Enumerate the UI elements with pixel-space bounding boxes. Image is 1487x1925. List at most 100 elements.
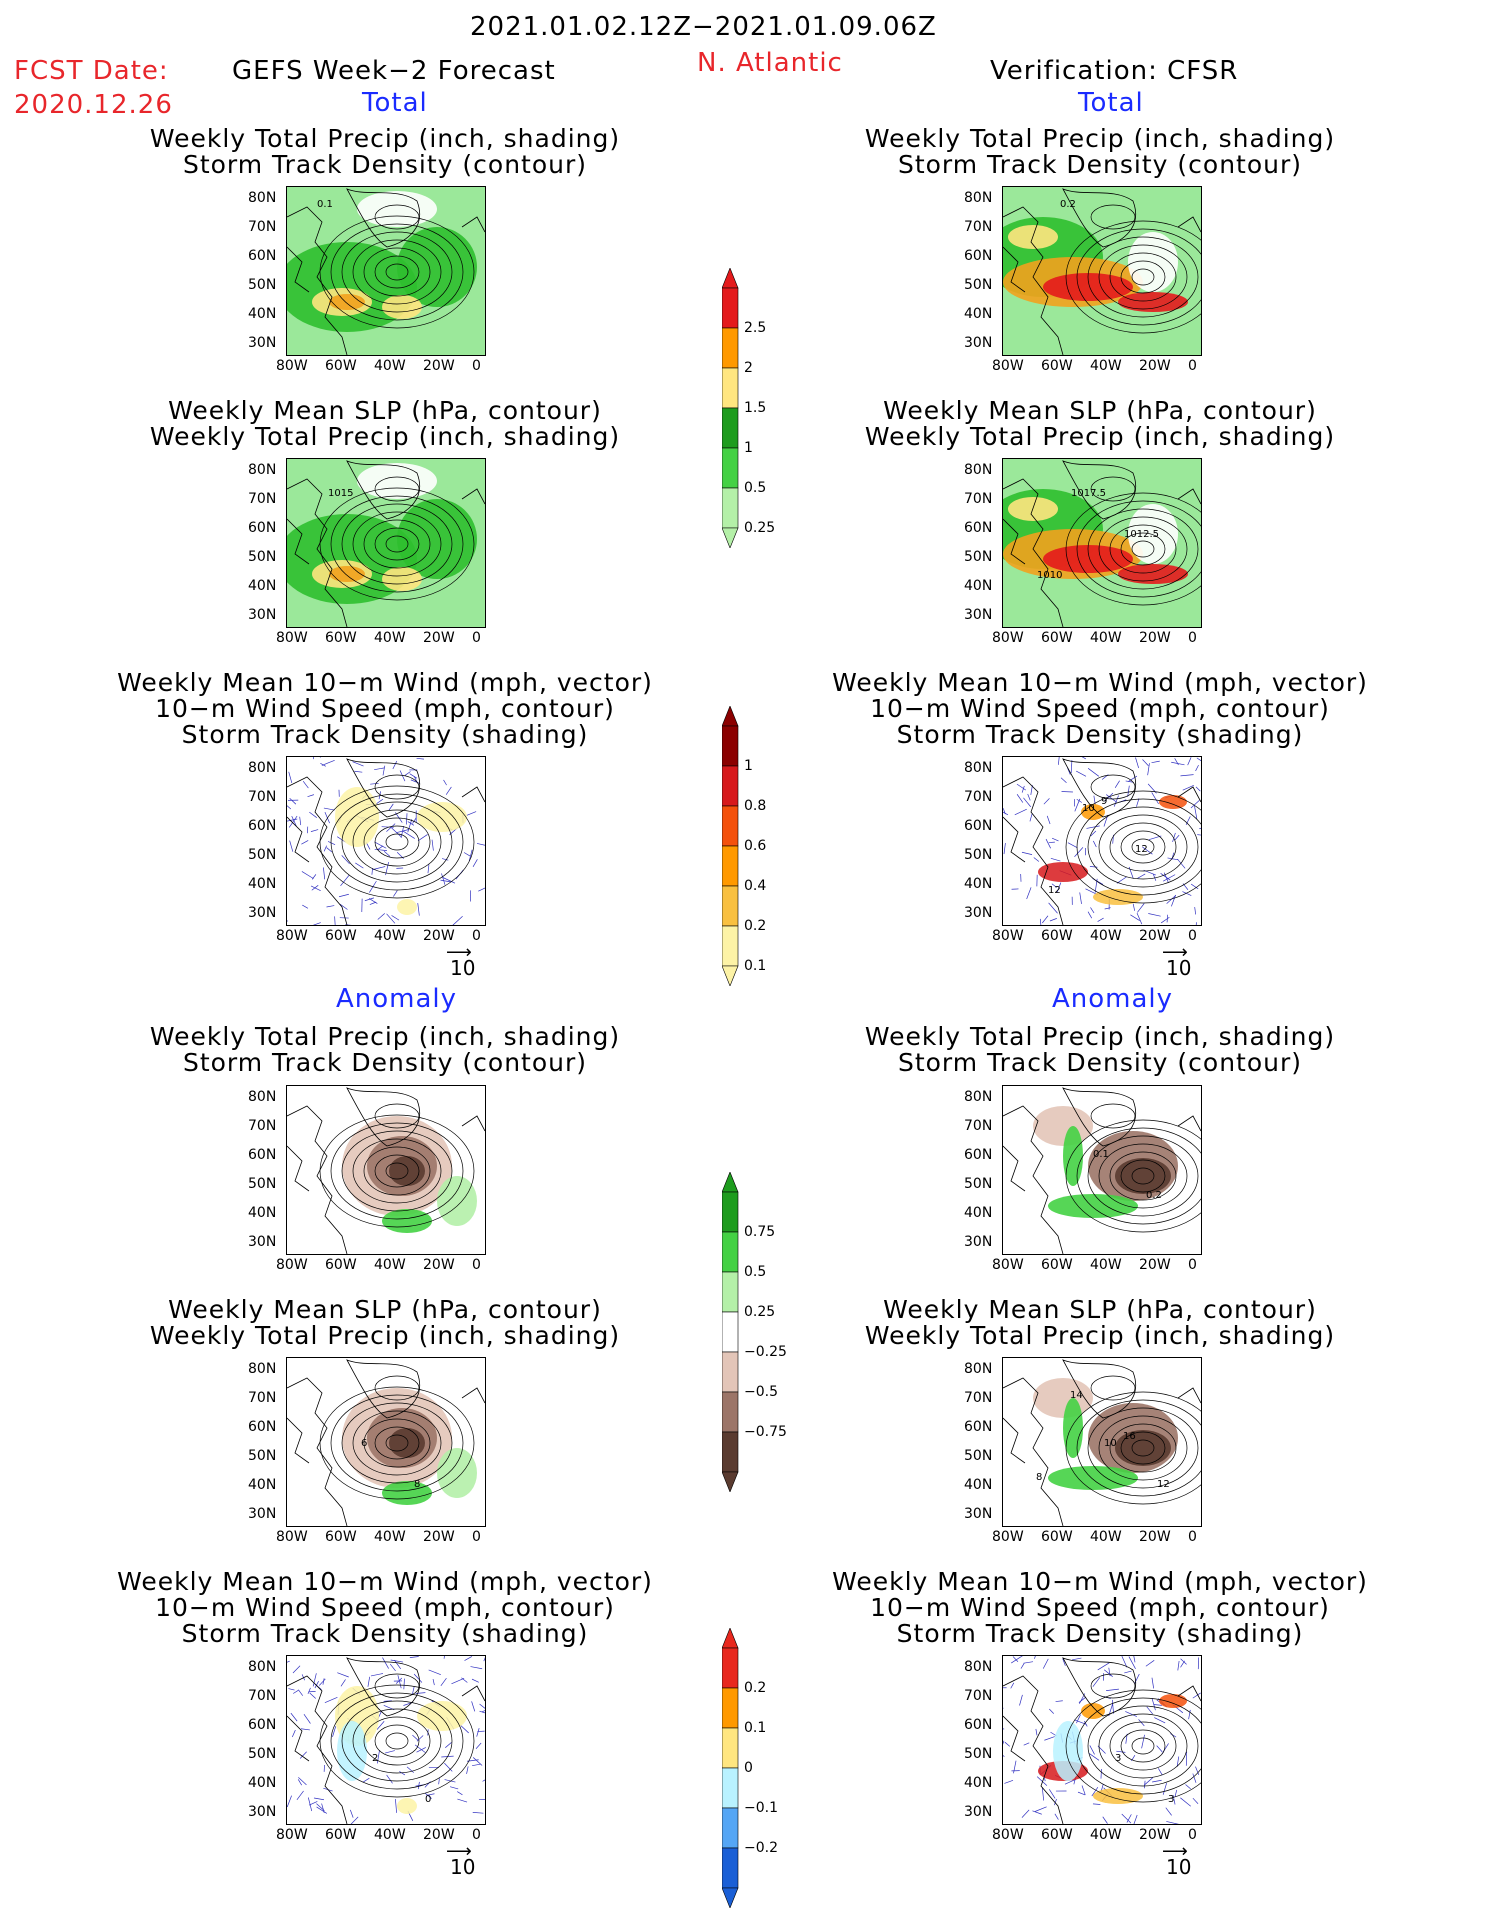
precip-shading bbox=[1118, 564, 1188, 584]
lon-tick-label: 60W bbox=[325, 1529, 357, 1545]
map-panel: 0.1 0.2 bbox=[1002, 1085, 1202, 1255]
colorbar-segment bbox=[721, 487, 739, 529]
lat-tick-label: 40N bbox=[964, 1205, 993, 1221]
colorbar-precip_anom bbox=[721, 1171, 739, 1496]
lat-tick-label: 60N bbox=[248, 1717, 277, 1733]
track-density-shading bbox=[397, 899, 417, 915]
lon-tick-label: 0 bbox=[1188, 928, 1197, 944]
panel-title-line: Weekly Mean 10−m Wind (mph, vector) bbox=[117, 668, 653, 697]
colorbar-label: 0.5 bbox=[744, 480, 767, 496]
precip-shading bbox=[1128, 232, 1178, 292]
fcst-date-label: FCST Date: bbox=[14, 56, 169, 86]
lat-tick-label: 60N bbox=[964, 1147, 993, 1163]
map-svg: 10 12 12 9 bbox=[1003, 757, 1201, 925]
map-svg bbox=[287, 757, 485, 925]
contour-label: 1017.5 bbox=[1071, 488, 1106, 499]
precip-shading bbox=[357, 463, 437, 499]
map-panel: 1015 bbox=[286, 458, 486, 628]
precip-shading bbox=[329, 294, 365, 310]
lon-tick-label: 20W bbox=[1139, 630, 1171, 646]
panel-title-line: Storm Track Density (shading) bbox=[181, 1619, 589, 1648]
lon-tick-label: 40W bbox=[1090, 358, 1122, 374]
colorbar-label: 0.75 bbox=[744, 1224, 776, 1240]
lon-tick-label: 80W bbox=[992, 1257, 1024, 1273]
lon-tick-label: 40W bbox=[1090, 1827, 1122, 1843]
colorbar-label: 0.4 bbox=[744, 878, 767, 894]
precip-shading bbox=[1128, 504, 1178, 564]
track-density-shading bbox=[1038, 862, 1088, 882]
anomaly-shading bbox=[382, 1209, 432, 1233]
right-section-total: Total bbox=[1078, 88, 1144, 118]
panel-title-line: Weekly Total Precip (inch, shading) bbox=[864, 422, 1336, 451]
map-svg: 33 bbox=[1003, 1656, 1201, 1824]
vector-reference-label: 10 bbox=[1166, 956, 1192, 980]
colorbar-label: −0.1 bbox=[744, 1800, 778, 1816]
panel-title-line: Weekly Total Precip (inch, shading) bbox=[149, 422, 621, 451]
contour-label: 9 bbox=[1101, 796, 1107, 807]
map-panel: 0.2 bbox=[1002, 186, 1202, 356]
lat-tick-label: 30N bbox=[964, 1506, 993, 1522]
contour-lines bbox=[319, 1375, 475, 1500]
lon-tick-label: 0 bbox=[472, 1529, 481, 1545]
colorbar-segment bbox=[721, 805, 739, 847]
colorbar-segment bbox=[721, 1847, 739, 1889]
coastline bbox=[1003, 1657, 1201, 1824]
panel-title-line: Weekly Mean SLP (hPa, contour) bbox=[883, 1295, 1317, 1324]
panel-title-line: 10−m Wind Speed (mph, contour) bbox=[870, 694, 1330, 723]
panel-title-line: Weekly Mean 10−m Wind (mph, vector) bbox=[832, 1567, 1368, 1596]
colorbar-segment bbox=[721, 1807, 739, 1849]
colorbar-segment bbox=[721, 1767, 739, 1809]
coastline bbox=[287, 1087, 485, 1254]
contour-lines bbox=[1065, 1673, 1201, 1803]
coastline bbox=[1003, 1359, 1201, 1526]
lon-tick-label: 40W bbox=[374, 928, 406, 944]
vector-reference-arrow-icon: ⟶ bbox=[446, 1841, 472, 1862]
lat-tick-label: 60N bbox=[964, 1717, 993, 1733]
lat-tick-label: 50N bbox=[964, 1176, 993, 1192]
lat-tick-label: 30N bbox=[248, 1234, 277, 1250]
contour-label: 10 bbox=[1082, 803, 1095, 814]
colorbar-label: −0.2 bbox=[744, 1840, 778, 1856]
anomaly-shading bbox=[382, 1481, 432, 1505]
lon-tick-label: 40W bbox=[1090, 928, 1122, 944]
left-column-title: GEFS Week−2 Forecast bbox=[232, 56, 556, 86]
colorbar-segment bbox=[721, 1687, 739, 1729]
colorbar-label: 2.5 bbox=[744, 320, 767, 336]
lat-tick-label: 30N bbox=[248, 905, 277, 921]
map-svg: 0.1 bbox=[287, 187, 485, 355]
lon-tick-label: 20W bbox=[423, 1529, 455, 1545]
coastline bbox=[287, 188, 485, 355]
lat-tick-label: 70N bbox=[248, 491, 277, 507]
coastline bbox=[1003, 1087, 1201, 1254]
lat-tick-label: 50N bbox=[964, 847, 993, 863]
lat-tick-label: 30N bbox=[964, 1804, 993, 1820]
lon-tick-label: 60W bbox=[1041, 1257, 1073, 1273]
lat-tick-label: 50N bbox=[248, 277, 277, 293]
lat-tick-label: 50N bbox=[964, 277, 993, 293]
contour-label: 1015 bbox=[328, 488, 353, 499]
contour-label: 3 bbox=[1168, 1794, 1174, 1805]
lat-tick-label: 30N bbox=[248, 335, 277, 351]
map-panel bbox=[286, 756, 486, 926]
track-density-shading bbox=[1081, 804, 1105, 820]
anomaly-shading bbox=[1115, 1158, 1171, 1194]
lon-tick-label: 20W bbox=[423, 928, 455, 944]
map-svg: 1015 bbox=[287, 459, 485, 627]
lat-tick-label: 50N bbox=[964, 1746, 993, 1762]
panel-title-line: Weekly Mean SLP (hPa, contour) bbox=[883, 396, 1317, 425]
lon-tick-label: 40W bbox=[374, 1827, 406, 1843]
lat-tick-label: 60N bbox=[248, 520, 277, 536]
lon-tick-label: 80W bbox=[276, 630, 308, 646]
track-density-shading bbox=[397, 1798, 417, 1814]
contour-label: 3 bbox=[1115, 1753, 1121, 1764]
colorbar-label: 2 bbox=[744, 360, 753, 376]
panel-title-line: Weekly Mean 10−m Wind (mph, vector) bbox=[117, 1567, 653, 1596]
lon-tick-label: 60W bbox=[1041, 630, 1073, 646]
coastline bbox=[1003, 460, 1201, 627]
contour-label: 1012.5 bbox=[1124, 529, 1159, 540]
anomaly-shading bbox=[389, 1156, 425, 1186]
colorbar-segment bbox=[721, 1271, 739, 1313]
colorbar-track_total bbox=[721, 705, 739, 990]
contour-lines bbox=[1065, 204, 1201, 334]
